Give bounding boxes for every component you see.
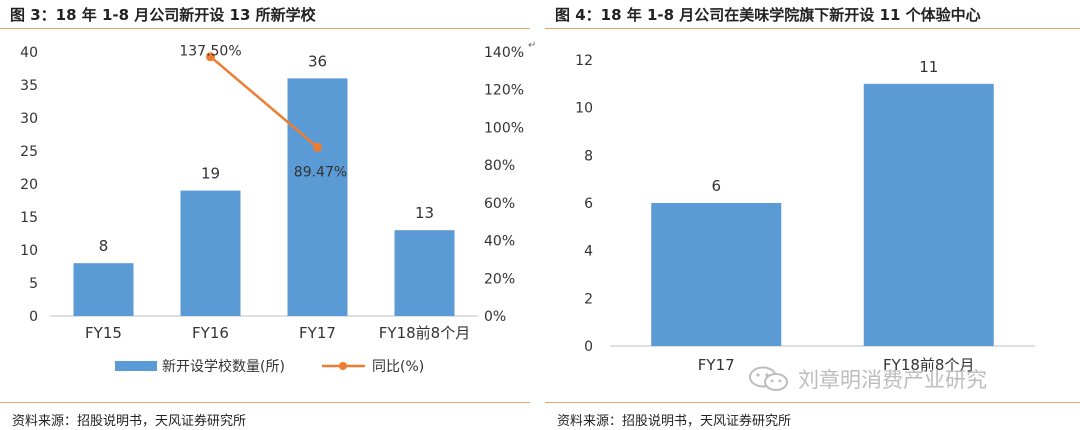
watermark-text: 刘章明消费产业研究	[798, 368, 987, 392]
y-axis-tick-label: 2	[584, 291, 593, 307]
yoy-point	[206, 52, 215, 62]
y-axis-tick-label: 10	[575, 101, 593, 117]
left-axis-tick-label: 5	[29, 276, 38, 292]
x-axis-tick-label: FY15	[85, 324, 122, 342]
left-axis-tick-label: 10	[20, 243, 38, 259]
right-axis-tick-label: 140%	[484, 45, 524, 61]
legend-bar-swatch	[115, 361, 157, 371]
yoy-data-label: 89.47%	[294, 164, 347, 180]
wechat-icon	[749, 366, 788, 391]
bar-data-label: 36	[308, 52, 327, 70]
left-axis-tick-label: 20	[20, 177, 38, 193]
figure-4-bottom-rule	[545, 402, 1080, 403]
bar-data-label: 8	[99, 237, 109, 255]
x-axis-tick-label: FY18前8个月	[883, 356, 974, 374]
left-axis-tick-label: 15	[20, 210, 38, 226]
left-axis-tick-label: 30	[20, 111, 38, 127]
figure-4-source: 资料来源：招股说明书，天风证券研究所	[557, 414, 792, 429]
legend-line-label: 同比(%)	[372, 359, 424, 375]
bar-data-label: 13	[415, 204, 434, 222]
x-axis-tick-label: FY18前8个月	[379, 324, 470, 342]
figure-3-bottom-rule	[0, 402, 530, 403]
y-axis-tick-label: 0	[584, 339, 593, 355]
legend-line-marker	[339, 362, 347, 370]
legend-bar-label: 新开设学校数量(所)	[162, 358, 285, 375]
right-axis-tick-label: 60%	[484, 196, 515, 212]
figure-4-chart: 0 2 4 6 8 10 12 6 11 FY17 FY18前8个月	[575, 53, 1035, 374]
x-axis-tick-label: FY16	[192, 324, 229, 342]
yoy-line	[209, 55, 319, 149]
figure-3-panel: 图 3：18 年 1-8 月公司新开设 13 所新学校 0 5 10 15 20 25 30…	[0, 0, 536, 430]
bar-FY15	[73, 263, 134, 316]
left-axis-tick-label: 0	[29, 309, 38, 325]
y-axis-tick-label: 4	[584, 244, 593, 260]
right-axis-tick-label: 100%	[484, 120, 524, 136]
left-axis-tick-label: 40	[20, 45, 38, 61]
figure-3-chart: 0 5 10 15 20 25 30 35 40 0% 20% 40% 60% 80% 100% 120% 14…	[20, 44, 524, 375]
yoy-point	[313, 142, 322, 152]
figure-3-title: 图 3：18 年 1-8 月公司新开设 13 所新学校	[10, 6, 316, 24]
return-mark: ↵	[528, 40, 537, 51]
figure-4-top-rule	[545, 28, 1080, 29]
right-axis-tick-label: 80%	[484, 158, 515, 174]
bar-data-label: 11	[919, 58, 938, 76]
right-axis-tick-label: 40%	[484, 234, 515, 250]
x-axis-tick-label: FY17	[299, 324, 336, 342]
y-axis-tick-label: 6	[584, 196, 593, 212]
y-axis-tick-label: 8	[584, 148, 593, 164]
figure-3-source: 资料来源：招股说明书，天风证券研究所	[12, 414, 247, 429]
figure-3-top-rule	[0, 28, 530, 29]
left-axis-tick-label: 25	[20, 144, 38, 160]
right-axis-tick-label: 20%	[484, 271, 515, 287]
left-axis-tick-label: 35	[20, 78, 38, 94]
x-axis-tick-label: FY17	[698, 356, 735, 374]
yoy-data-label: 137.50%	[179, 44, 241, 60]
figure-4-title: 图 4：18 年 1-8 月公司在美味学院旗下新开设 11 个体验中心	[555, 6, 981, 24]
bar-FY18前8个月	[394, 230, 455, 316]
bar-FY17	[287, 78, 348, 317]
figure-4-panel: 图 4：18 年 1-8 月公司在美味学院旗下新开设 11 个体验中心 0 2 4 6…	[545, 0, 1080, 430]
y-axis-tick-label: 12	[575, 53, 593, 69]
bar-FY16	[180, 190, 241, 316]
bar-FY18前8个月	[863, 83, 994, 347]
bar-data-label: 6	[711, 177, 721, 195]
bar-data-label: 19	[201, 165, 220, 183]
right-axis-tick-label: 120%	[484, 83, 524, 99]
bar-FY17	[651, 203, 782, 346]
right-axis-tick-label: 0%	[484, 309, 506, 325]
